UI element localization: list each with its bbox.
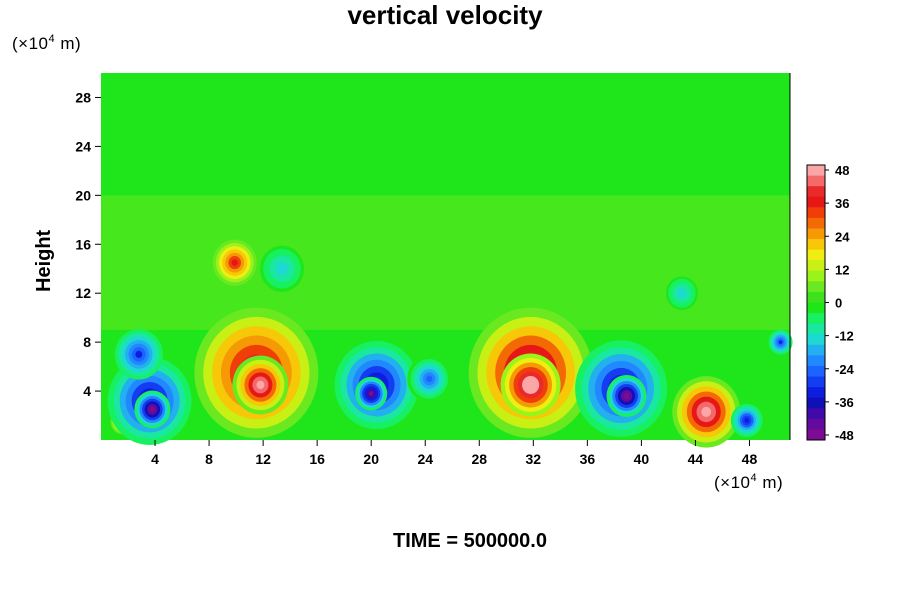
y-tick-label: 16 (75, 236, 91, 252)
feature-4 (500, 353, 561, 417)
colorbar-swatch (807, 387, 825, 399)
feature-7 (212, 239, 257, 286)
contour-level (149, 406, 155, 413)
colorbar-swatch (807, 239, 825, 251)
feature-18 (665, 276, 698, 311)
colorbar-swatch (807, 281, 825, 293)
colorbar-swatch (807, 334, 825, 346)
contour-level (623, 392, 630, 399)
x-tick-label: 24 (417, 451, 433, 467)
x-tick-label: 16 (309, 451, 325, 467)
colorbar-swatch (807, 344, 825, 356)
colorbar-tick-label: -36 (835, 395, 854, 410)
contour-level (368, 391, 374, 396)
y-tick-label: 4 (83, 383, 91, 399)
colorbar-swatch (807, 196, 825, 208)
colorbar-tick-label: 0 (835, 296, 842, 311)
contour-level (278, 265, 286, 273)
colorbar-tick-label: 12 (835, 262, 849, 277)
y-unit-exponent: 4 (48, 33, 56, 45)
colorbar-swatch (807, 175, 825, 187)
y-tick-label: 8 (83, 334, 91, 350)
colorbar-swatch (807, 429, 825, 441)
feature-10 (114, 329, 163, 380)
colorbar-swatch (807, 260, 825, 272)
colorbar-swatch (807, 408, 825, 420)
colorbar-swatch (807, 323, 825, 335)
colorbar-tick-label: 48 (835, 163, 849, 178)
feature-19 (768, 329, 793, 355)
feature-12 (355, 376, 388, 411)
feature-17 (260, 245, 305, 292)
heatmap-field (101, 73, 793, 448)
x-tick-label: 12 (255, 451, 271, 467)
x-tick-label: 44 (688, 451, 704, 467)
x-tick-label: 8 (205, 451, 213, 467)
colorbar-swatch (807, 228, 825, 240)
y-unit-prefix: (×10 (12, 34, 49, 53)
contour-level (701, 406, 712, 417)
x-tick-label: 40 (634, 451, 650, 467)
colorbar-swatch (807, 165, 825, 177)
y-tick-label: 28 (75, 89, 91, 105)
x-tick-label: 28 (471, 451, 487, 467)
x-tick-label: 4 (151, 451, 159, 467)
colorbar-tick-label: -48 (835, 428, 854, 443)
colorbar-swatch (807, 302, 825, 314)
colorbar-swatch (807, 270, 825, 282)
contour-level (778, 340, 783, 344)
contour-level (679, 290, 685, 296)
feature-15 (606, 374, 647, 417)
colorbar-swatch (807, 313, 825, 325)
colorbar-swatch (807, 186, 825, 198)
colorbar-swatch (807, 418, 825, 430)
colorbar-swatch (807, 207, 825, 219)
colorbar-swatch (807, 355, 825, 367)
y-unit-label: (×104 m) (12, 33, 81, 54)
contour-level (256, 380, 265, 390)
colorbar: 48 36 24 12 0 -12 -24 -36 -48 (806, 163, 855, 443)
y-unit-suffix: m) (55, 34, 82, 53)
colorbar-swatch (807, 376, 825, 388)
y-tick-label: 12 (75, 285, 91, 301)
x-tick-label: 36 (580, 451, 596, 467)
time-label: TIME = 500000.0 (393, 530, 547, 552)
x-unit-prefix: (×10 (714, 473, 751, 492)
colorbar-tick-label: 24 (835, 229, 850, 244)
x-tick-label: 48 (742, 451, 758, 467)
colorbar-swatch (807, 365, 825, 378)
contour-level (526, 380, 535, 390)
y-tick-label: 20 (75, 187, 91, 203)
colorbar-tick-label: 36 (835, 196, 849, 211)
y-tick-label: 24 (75, 138, 91, 154)
contour-level (744, 418, 750, 423)
feature-16 (730, 403, 763, 438)
x-unit-suffix: m) (757, 473, 784, 492)
fluctuation-band (101, 195, 790, 330)
chart-title: vertical velocity (347, 0, 543, 30)
colorbar-swatch (807, 397, 825, 409)
feature-13 (407, 355, 452, 402)
x-unit-exponent: 4 (750, 472, 758, 484)
feature-2 (232, 355, 289, 415)
contour-level (426, 375, 433, 383)
x-unit-label: (×104 m) (714, 472, 783, 493)
feature-5 (672, 376, 741, 448)
colorbar-tick-label: -24 (835, 362, 855, 377)
contour-level (231, 259, 238, 266)
colorbar-swatch (807, 249, 825, 261)
colorbar-tick-label: -12 (835, 329, 854, 344)
x-tick-label: 20 (363, 451, 379, 467)
contour-level (135, 350, 143, 358)
colorbar-swatch (807, 217, 825, 229)
feature-9 (134, 390, 171, 429)
x-tick-label: 32 (526, 451, 542, 467)
colorbar-swatch (807, 291, 825, 303)
